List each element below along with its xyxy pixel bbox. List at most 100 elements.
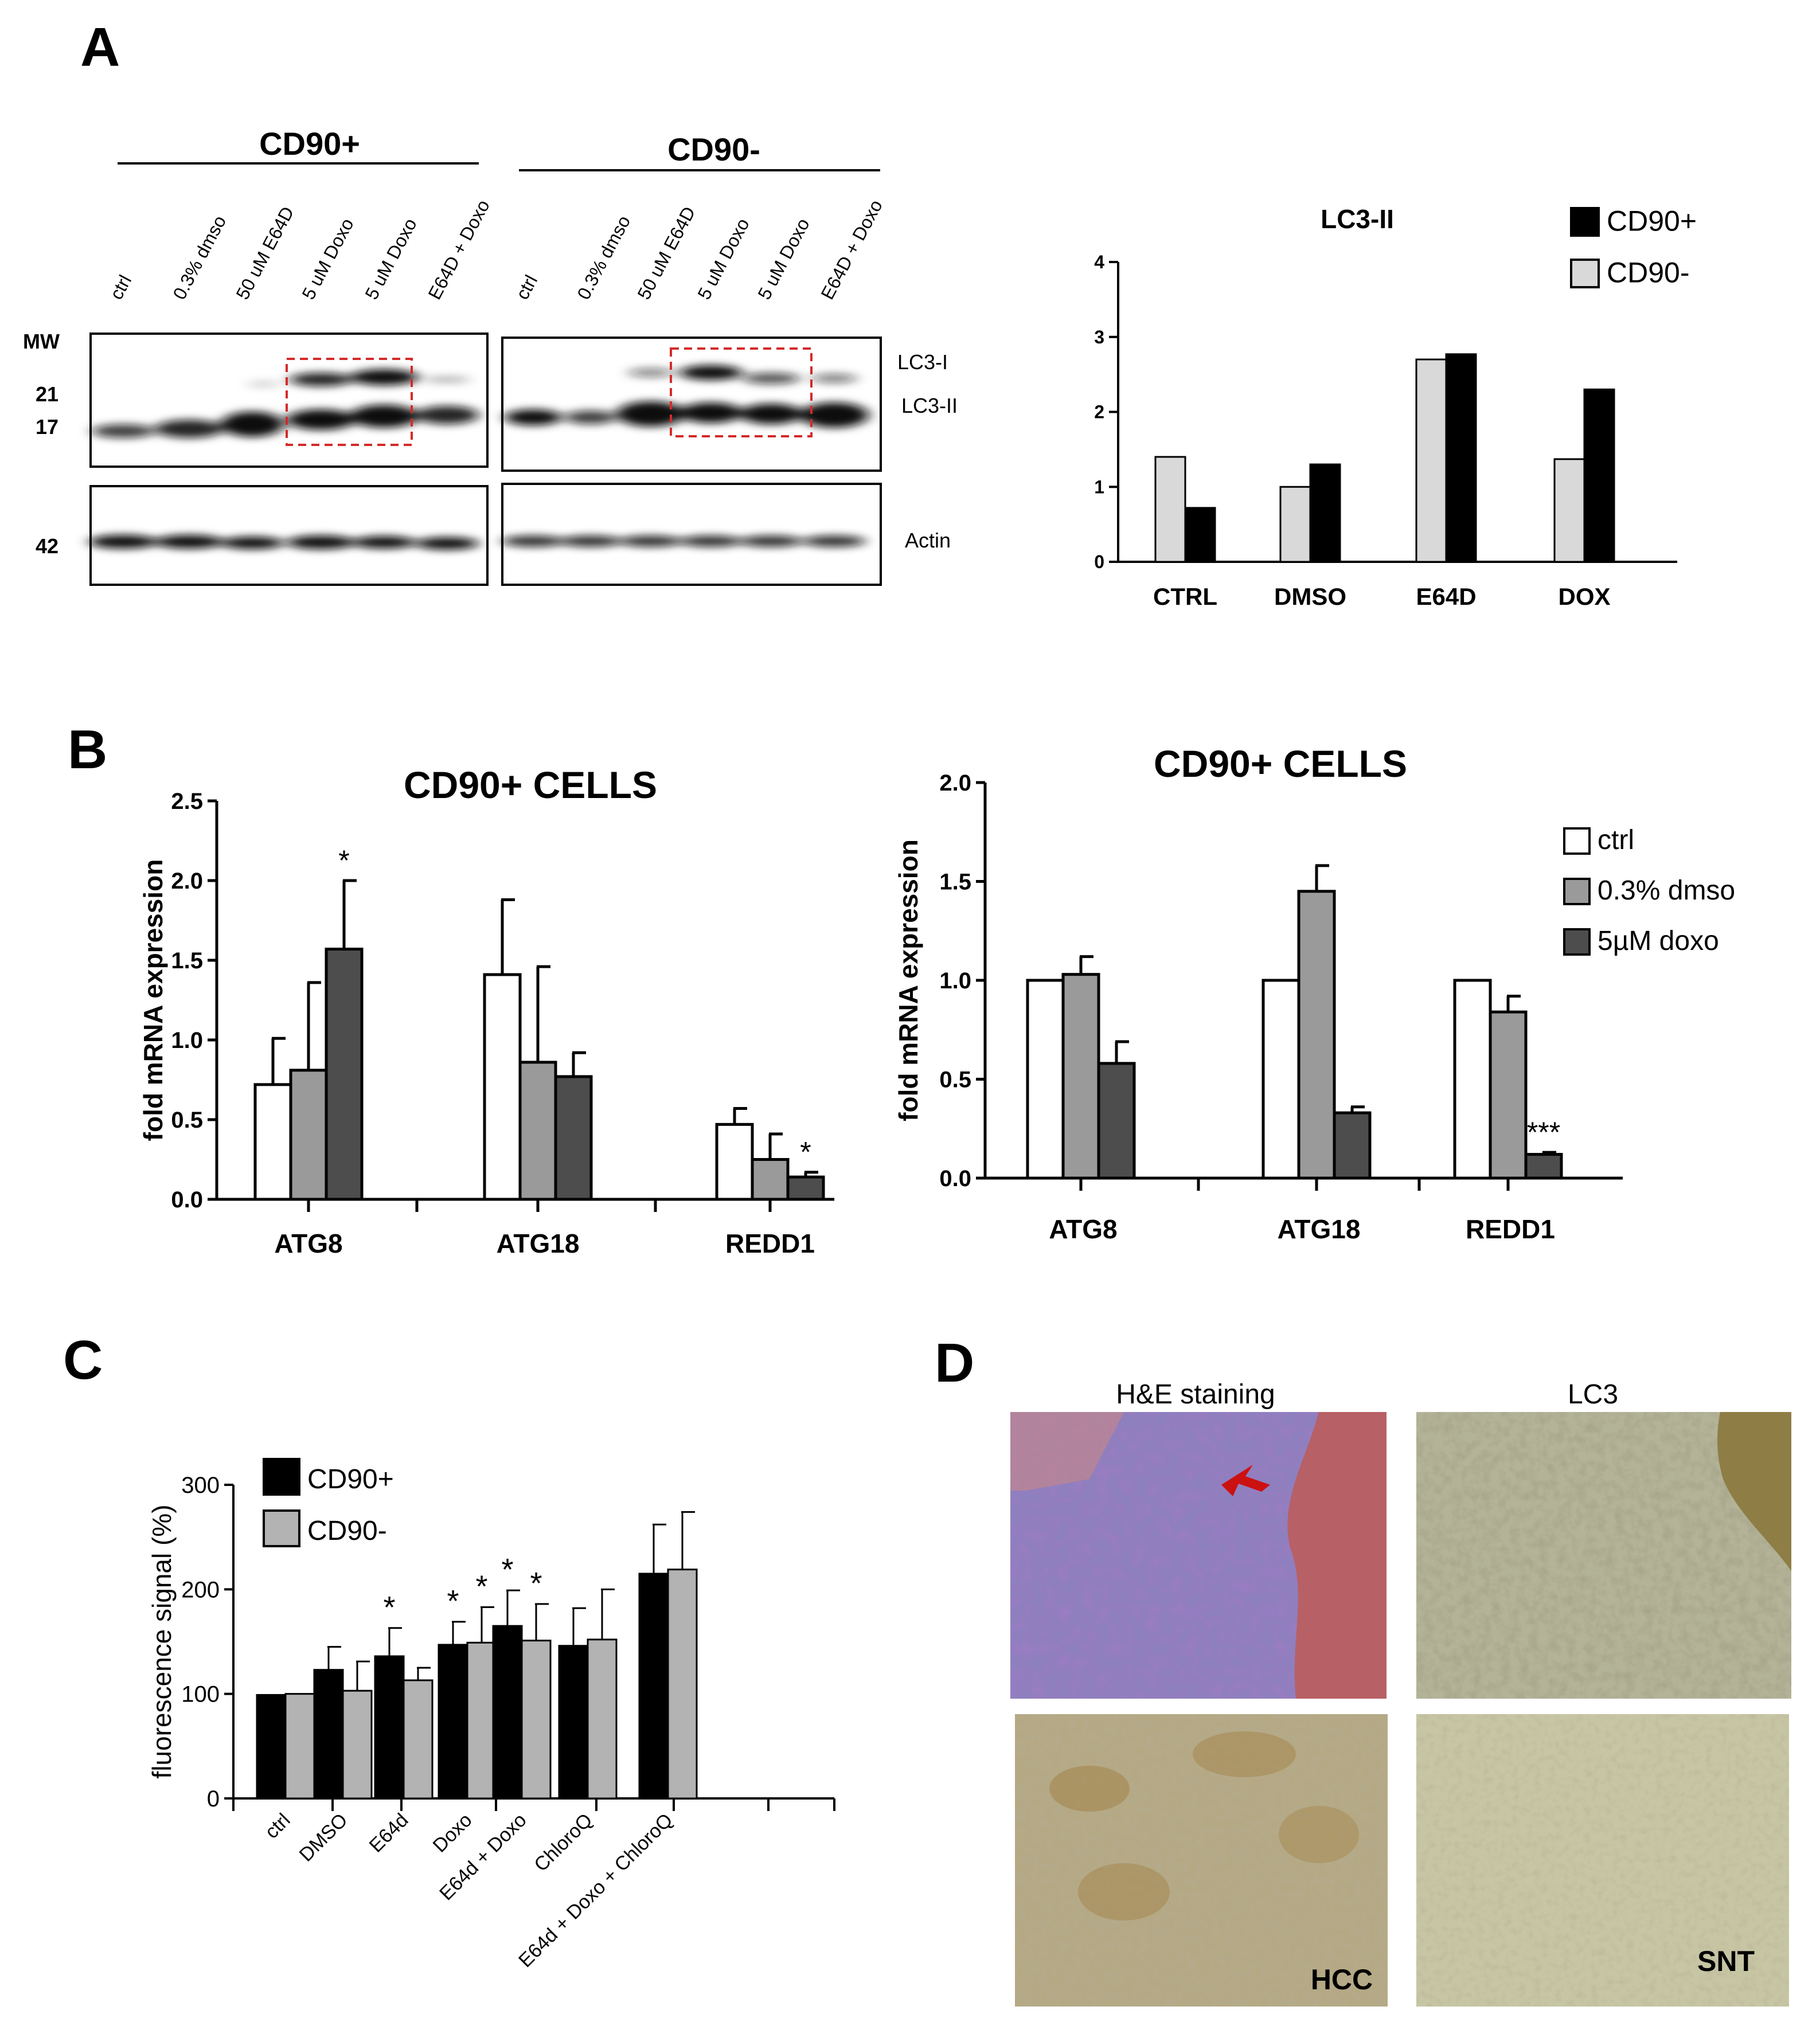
- x-tick-label: DMSO: [295, 1809, 352, 1866]
- y-tick-label: 0: [207, 1786, 220, 1812]
- x-tick-label: REDD1: [1466, 1214, 1555, 1244]
- lane-label-minus-5: E64D + Doxo: [817, 197, 886, 303]
- lane-labels: ctrl 0.3% dmso 50 uM E64D 5 uM Doxo 5 uM Dox…: [106, 197, 886, 303]
- bar: [466, 1641, 497, 1800]
- panel-label-a: A: [80, 17, 120, 78]
- bar: [667, 1569, 698, 1800]
- bar: [284, 1693, 315, 1800]
- significance-marker: *: [475, 1569, 487, 1603]
- x-tick-label: DOX: [1558, 583, 1610, 610]
- y-tick-label: 2.0: [171, 869, 203, 894]
- bar: [289, 1069, 328, 1201]
- bar: [587, 1638, 618, 1800]
- blot-group-cd90-minus: CD90-: [667, 131, 760, 167]
- y-tick-label: 300: [181, 1473, 220, 1498]
- bar: [313, 1669, 344, 1800]
- bar: [1553, 458, 1585, 563]
- bar: [638, 1573, 669, 1800]
- bar: [751, 1158, 790, 1201]
- chart-c: 0 100 200 300 ctrl DMSO * E64d * * Doxo * * E64d + Do…: [147, 1458, 835, 1972]
- legend-label: CD90+: [307, 1464, 394, 1495]
- bar: [554, 1075, 593, 1201]
- chart-title: CD90+ CELLS: [404, 764, 657, 806]
- micrograph-snt: [1416, 1714, 1789, 2007]
- lane-label-minus-4: 5 uM Doxo: [753, 215, 813, 303]
- y-tick-label: 100: [181, 1682, 220, 1707]
- panel-label-d: D: [935, 1332, 974, 1394]
- legend-swatch: [263, 1458, 300, 1496]
- bar: [492, 1625, 523, 1800]
- x-tick-label: REDD1: [725, 1229, 815, 1258]
- lane-label-minus-0: ctrl: [511, 272, 541, 303]
- highlight-box-minus: [670, 347, 813, 437]
- bar: [1333, 1111, 1372, 1180]
- legend-label: 0.3% dmso: [1598, 875, 1735, 906]
- significance-marker: *: [447, 1584, 459, 1618]
- bar: [1184, 507, 1216, 563]
- mw-header: MW: [23, 330, 60, 353]
- y-tick-label: 2.0: [939, 770, 971, 796]
- bar: [253, 1083, 292, 1201]
- blot-lc3-plus: [89, 333, 489, 468]
- y-axis-label: fold mRNA expression: [893, 839, 923, 1121]
- bar: [438, 1644, 468, 1800]
- chart-title: CD90+ CELLS: [1154, 742, 1407, 785]
- column-title-lc3: LC3: [1568, 1379, 1618, 1410]
- blot-actin-minus: [501, 483, 882, 586]
- mw-marker-17: 17: [36, 415, 58, 439]
- bar: [521, 1640, 552, 1800]
- significance-marker: *: [800, 1136, 811, 1168]
- x-tick-label: Doxo: [429, 1809, 477, 1857]
- legend-label: CD90-: [1607, 256, 1689, 288]
- chart-lc3-ii: 0 1 2 3 4 CTRL DMSO E64D DOX LC3-II CD90+ CD90-: [1094, 204, 1697, 610]
- significance-marker: *: [501, 1552, 513, 1587]
- bar: [786, 1175, 825, 1201]
- lane-label-plus-1: 0.3% dmso: [169, 212, 230, 303]
- y-tick-label: 0.0: [171, 1187, 203, 1213]
- y-tick-label: 1.0: [171, 1028, 203, 1053]
- band-label-actin: Actin: [905, 529, 951, 552]
- micrograph-hcc: [1015, 1714, 1388, 2007]
- band-label-lc3-i: LC3-I: [897, 350, 948, 374]
- legend-swatch: [1563, 827, 1591, 855]
- x-tick-label: ATG8: [274, 1229, 342, 1258]
- blot-group-cd90-plus: CD90+: [259, 126, 360, 162]
- bar: [1453, 979, 1492, 1180]
- y-tick-label: 1.5: [171, 948, 203, 973]
- y-tick-label: 4: [1094, 252, 1104, 272]
- y-axis-label: fluorescence signal (%): [147, 1504, 177, 1778]
- lane-label-plus-4: 5 uM Doxo: [361, 215, 420, 303]
- bar: [1415, 358, 1447, 563]
- legend-label: 5µM doxo: [1598, 926, 1719, 956]
- x-tick-label: E64D: [1416, 583, 1476, 610]
- y-tick-label: 0.0: [939, 1166, 971, 1191]
- blot-actin-plus: [89, 485, 489, 586]
- micrograph-he: [1010, 1412, 1387, 1699]
- row-label-hcc: HCC: [1311, 1964, 1373, 1996]
- bar: [1583, 388, 1615, 563]
- lane-label-plus-2: 50 uM E64D: [232, 203, 298, 303]
- legend-label: ctrl: [1598, 825, 1634, 855]
- bar: [1261, 979, 1300, 1180]
- bar: [518, 1061, 557, 1201]
- bar: [403, 1679, 433, 1800]
- bar: [342, 1689, 373, 1800]
- significance-marker: *: [530, 1566, 542, 1601]
- x-tick-label: ATG8: [1049, 1214, 1117, 1244]
- legend-swatch: [263, 1509, 300, 1547]
- bar: [1061, 973, 1100, 1180]
- bar: [715, 1122, 754, 1201]
- mw-marker-21: 21: [36, 382, 58, 406]
- x-tick-label: E64d + Doxo + ChloroQ: [514, 1809, 677, 1972]
- lane-label-plus-3: 5 uM Doxo: [298, 215, 357, 303]
- bar: [1309, 463, 1341, 563]
- bar: [325, 948, 364, 1201]
- bar: [1297, 890, 1336, 1180]
- legend-swatch: [1570, 207, 1600, 237]
- legend-swatch: [1563, 928, 1591, 956]
- bar: [256, 1693, 287, 1800]
- x-tick-label: CTRL: [1153, 583, 1217, 610]
- significance-marker: ***: [1527, 1116, 1560, 1148]
- y-tick-label: 2.5: [171, 789, 203, 814]
